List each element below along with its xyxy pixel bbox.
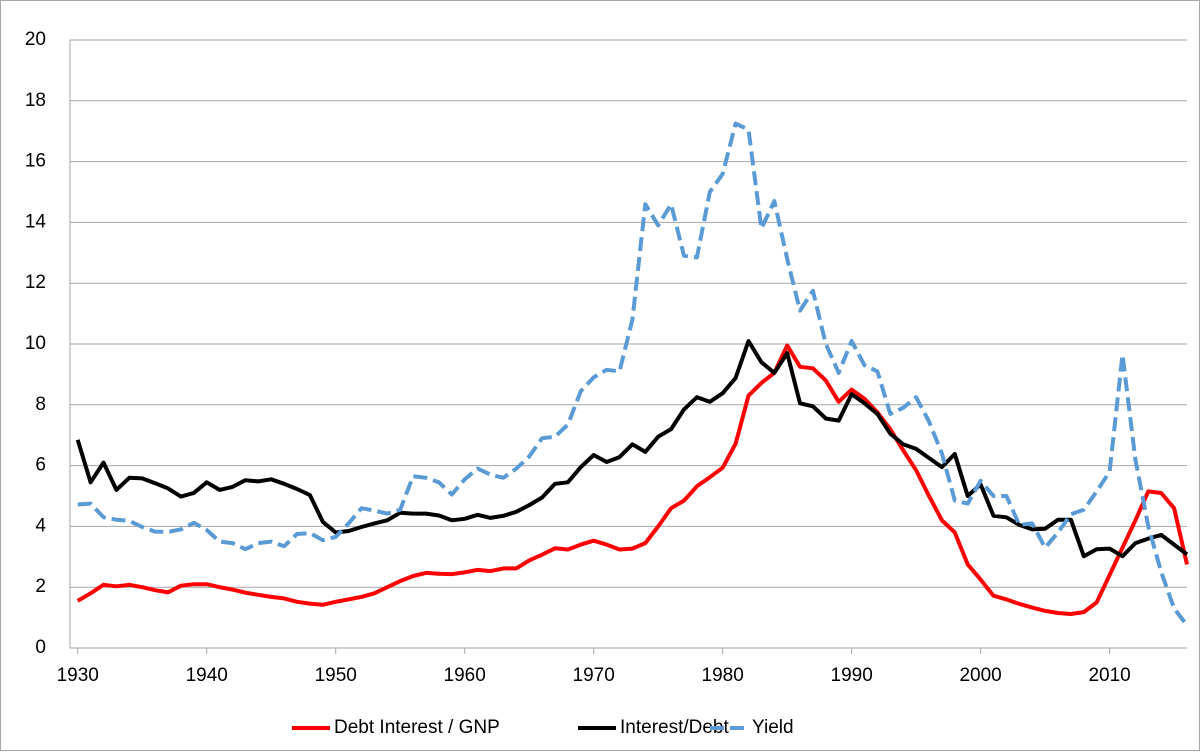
y-tick-label: 8	[35, 394, 46, 415]
x-tick-label: 1950	[315, 665, 357, 686]
y-tick-label: 16	[25, 151, 46, 172]
series-line	[76, 343, 1189, 616]
series-line	[77, 121, 1189, 627]
series-line	[75, 339, 1189, 559]
y-tick-label: 18	[25, 90, 46, 111]
y-tick-label: 14	[25, 211, 47, 232]
x-tick-label: 1960	[444, 665, 486, 686]
y-tick-label: 20	[25, 29, 46, 50]
x-tick-label: 1990	[831, 665, 873, 686]
x-tick-label: 1970	[573, 665, 615, 686]
y-tick-label: 12	[25, 272, 46, 293]
x-tick-label: 1930	[57, 665, 99, 686]
y-tick-label: 2	[35, 576, 46, 597]
x-tick-label: 2000	[959, 665, 1001, 686]
x-tick-label: 1940	[186, 665, 228, 686]
y-tick-label: 10	[25, 333, 46, 354]
y-tick-label: 6	[35, 455, 46, 476]
legend-label: Debt Interest / GNP	[334, 717, 500, 738]
legend-label: Interest/Debt	[620, 717, 729, 738]
x-tick-label: 2010	[1088, 665, 1130, 686]
legend-label: Yield	[752, 717, 794, 738]
y-tick-label: 4	[35, 515, 46, 536]
y-tick-label: 0	[35, 637, 46, 658]
x-tick-label: 1980	[702, 665, 744, 686]
